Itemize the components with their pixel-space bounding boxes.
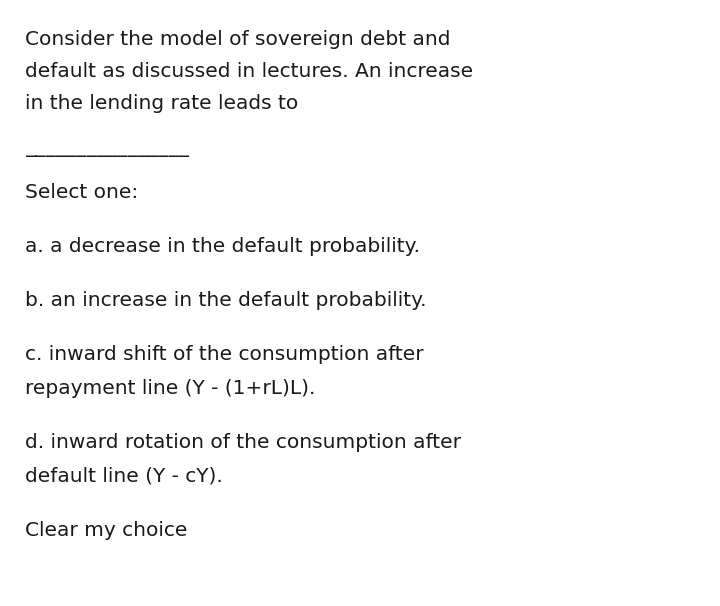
Text: a. a decrease in the default probability.: a. a decrease in the default probability… <box>25 237 420 256</box>
Text: Select one:: Select one: <box>25 183 138 202</box>
Text: in the lending rate leads to: in the lending rate leads to <box>25 94 298 113</box>
Text: c. inward shift of the consumption after: c. inward shift of the consumption after <box>25 345 423 364</box>
Text: Consider the model of sovereign debt and: Consider the model of sovereign debt and <box>25 30 451 49</box>
Text: repayment line (Y - (1+rL)L).: repayment line (Y - (1+rL)L). <box>25 379 315 398</box>
Text: b. an increase in the default probability.: b. an increase in the default probabilit… <box>25 291 426 310</box>
Text: default as discussed in lectures. An increase: default as discussed in lectures. An inc… <box>25 62 473 81</box>
Text: default line (Y - cY).: default line (Y - cY). <box>25 467 222 486</box>
Text: d. inward rotation of the consumption after: d. inward rotation of the consumption af… <box>25 433 461 452</box>
Text: Clear my choice: Clear my choice <box>25 521 187 540</box>
Text: ________________: ________________ <box>25 138 189 157</box>
